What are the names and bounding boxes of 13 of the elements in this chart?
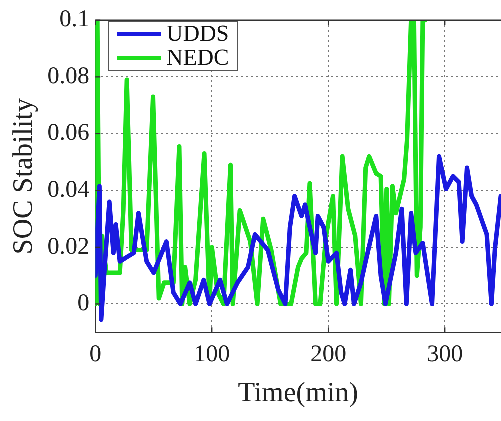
x-tick-label: 200 xyxy=(310,341,347,368)
y-tick-label: 0.06 xyxy=(48,120,90,146)
x-tick-label: 300 xyxy=(427,341,464,368)
y-tick-label: 0.02 xyxy=(48,234,90,260)
y-tick-label: 0.1 xyxy=(60,6,90,33)
legend-label: NEDC xyxy=(166,45,230,70)
y-tick-label: 0.04 xyxy=(48,176,90,203)
y-tick-label: 0 xyxy=(78,290,90,317)
legend-label: UDDS xyxy=(166,21,230,46)
y-axis-title: SOC Stability xyxy=(8,98,40,255)
y-tick-label: 0.08 xyxy=(48,63,90,90)
x-axis-title: Time(min) xyxy=(238,378,358,409)
x-tick-label: 100 xyxy=(194,341,230,368)
